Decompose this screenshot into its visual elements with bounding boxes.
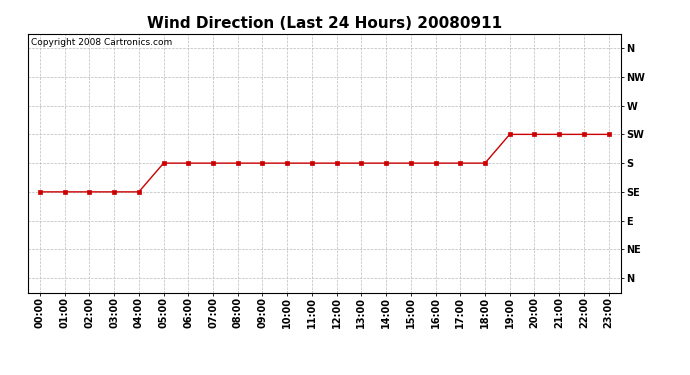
Text: Copyright 2008 Cartronics.com: Copyright 2008 Cartronics.com (30, 38, 172, 46)
Title: Wind Direction (Last 24 Hours) 20080911: Wind Direction (Last 24 Hours) 20080911 (147, 16, 502, 31)
